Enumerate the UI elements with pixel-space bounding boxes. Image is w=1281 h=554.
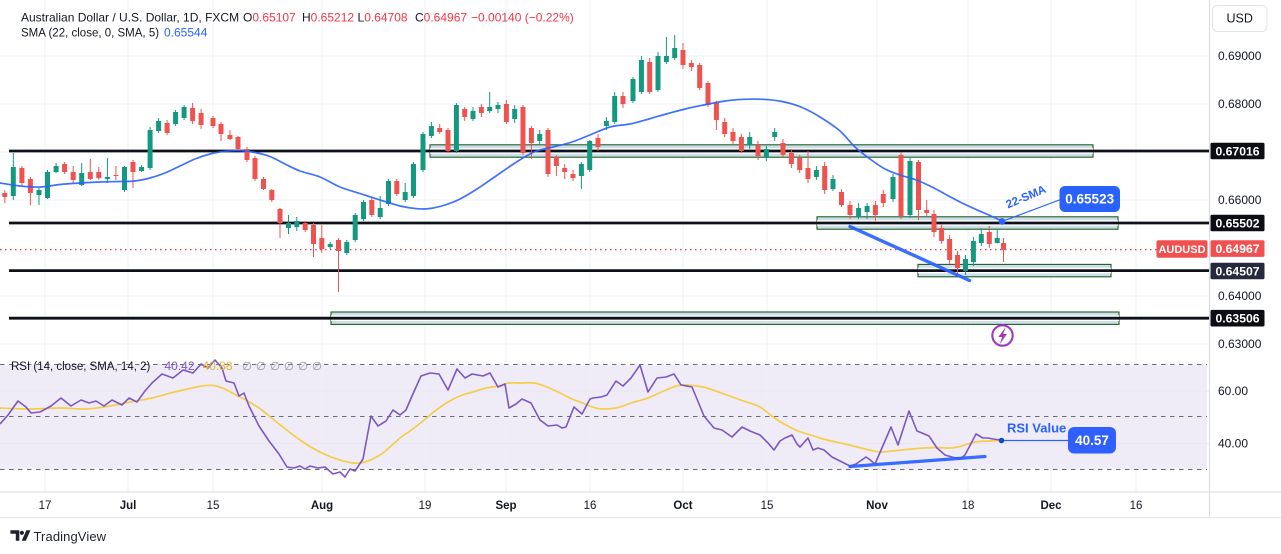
svg-text:0.69000: 0.69000	[1218, 49, 1262, 63]
svg-text:0.64967: 0.64967	[1215, 242, 1259, 256]
svg-text:∅: ∅	[284, 361, 294, 373]
svg-text:40.88: 40.88	[203, 359, 233, 373]
svg-text:0.68000: 0.68000	[1218, 97, 1262, 111]
svg-text:H0.65212: H0.65212	[302, 11, 354, 25]
svg-text:Oct: Oct	[673, 500, 692, 512]
svg-text:∅: ∅	[270, 361, 280, 373]
svg-text:18: 18	[962, 500, 975, 512]
svg-text:17: 17	[39, 500, 52, 512]
svg-text:AUDUSD: AUDUSD	[1158, 244, 1205, 256]
svg-text:Australian Dollar / U.S. Dolla: Australian Dollar / U.S. Dollar, 1D, FXC…	[21, 11, 239, 25]
svg-text:∅: ∅	[312, 361, 322, 373]
svg-text:0.65502: 0.65502	[1215, 216, 1259, 230]
svg-text:Jul: Jul	[120, 500, 137, 512]
svg-text:0.66000: 0.66000	[1218, 193, 1262, 207]
svg-text:0.63000: 0.63000	[1218, 337, 1262, 351]
svg-text:0.67016: 0.67016	[1215, 144, 1259, 158]
svg-text:0.63506: 0.63506	[1215, 312, 1259, 326]
svg-text:0.65544: 0.65544	[164, 26, 208, 40]
svg-text:∅: ∅	[298, 361, 308, 373]
svg-text:Dec: Dec	[1040, 500, 1062, 512]
svg-text:RSI (14, close, SMA, 14, 2): RSI (14, close, SMA, 14, 2)	[11, 361, 151, 373]
svg-text:19: 19	[419, 500, 432, 512]
svg-text:SMA (22, close, 0, SMA, 5): SMA (22, close, 0, SMA, 5)	[21, 28, 159, 40]
svg-text:40.00: 40.00	[1218, 437, 1248, 451]
svg-text:Sep: Sep	[495, 500, 516, 512]
svg-text:0.64507: 0.64507	[1215, 264, 1259, 278]
svg-text:Nov: Nov	[866, 500, 888, 512]
svg-text:−0.00140 (−0.22%): −0.00140 (−0.22%)	[471, 11, 574, 25]
svg-text:C0.64967: C0.64967	[415, 11, 467, 25]
svg-text:O0.65107: O0.65107	[243, 11, 296, 25]
svg-text:0.65523: 0.65523	[1065, 192, 1114, 207]
svg-text:L0.64708: L0.64708	[358, 11, 408, 25]
svg-text:15: 15	[761, 500, 774, 512]
svg-text:TradingView: TradingView	[34, 529, 107, 544]
svg-text:∅: ∅	[256, 361, 266, 373]
svg-text:15: 15	[207, 500, 220, 512]
svg-text:40.57: 40.57	[1075, 433, 1109, 448]
svg-text:16: 16	[584, 500, 597, 512]
svg-text:0.64000: 0.64000	[1218, 289, 1262, 303]
svg-text:60.00: 60.00	[1218, 384, 1248, 398]
svg-text:∅: ∅	[242, 361, 252, 373]
svg-text:Aug: Aug	[311, 500, 333, 512]
svg-text:40.42: 40.42	[165, 359, 195, 373]
svg-text:RSI Value: RSI Value	[1007, 421, 1066, 436]
svg-text:16: 16	[1130, 500, 1143, 512]
svg-text:USD: USD	[1226, 12, 1252, 26]
